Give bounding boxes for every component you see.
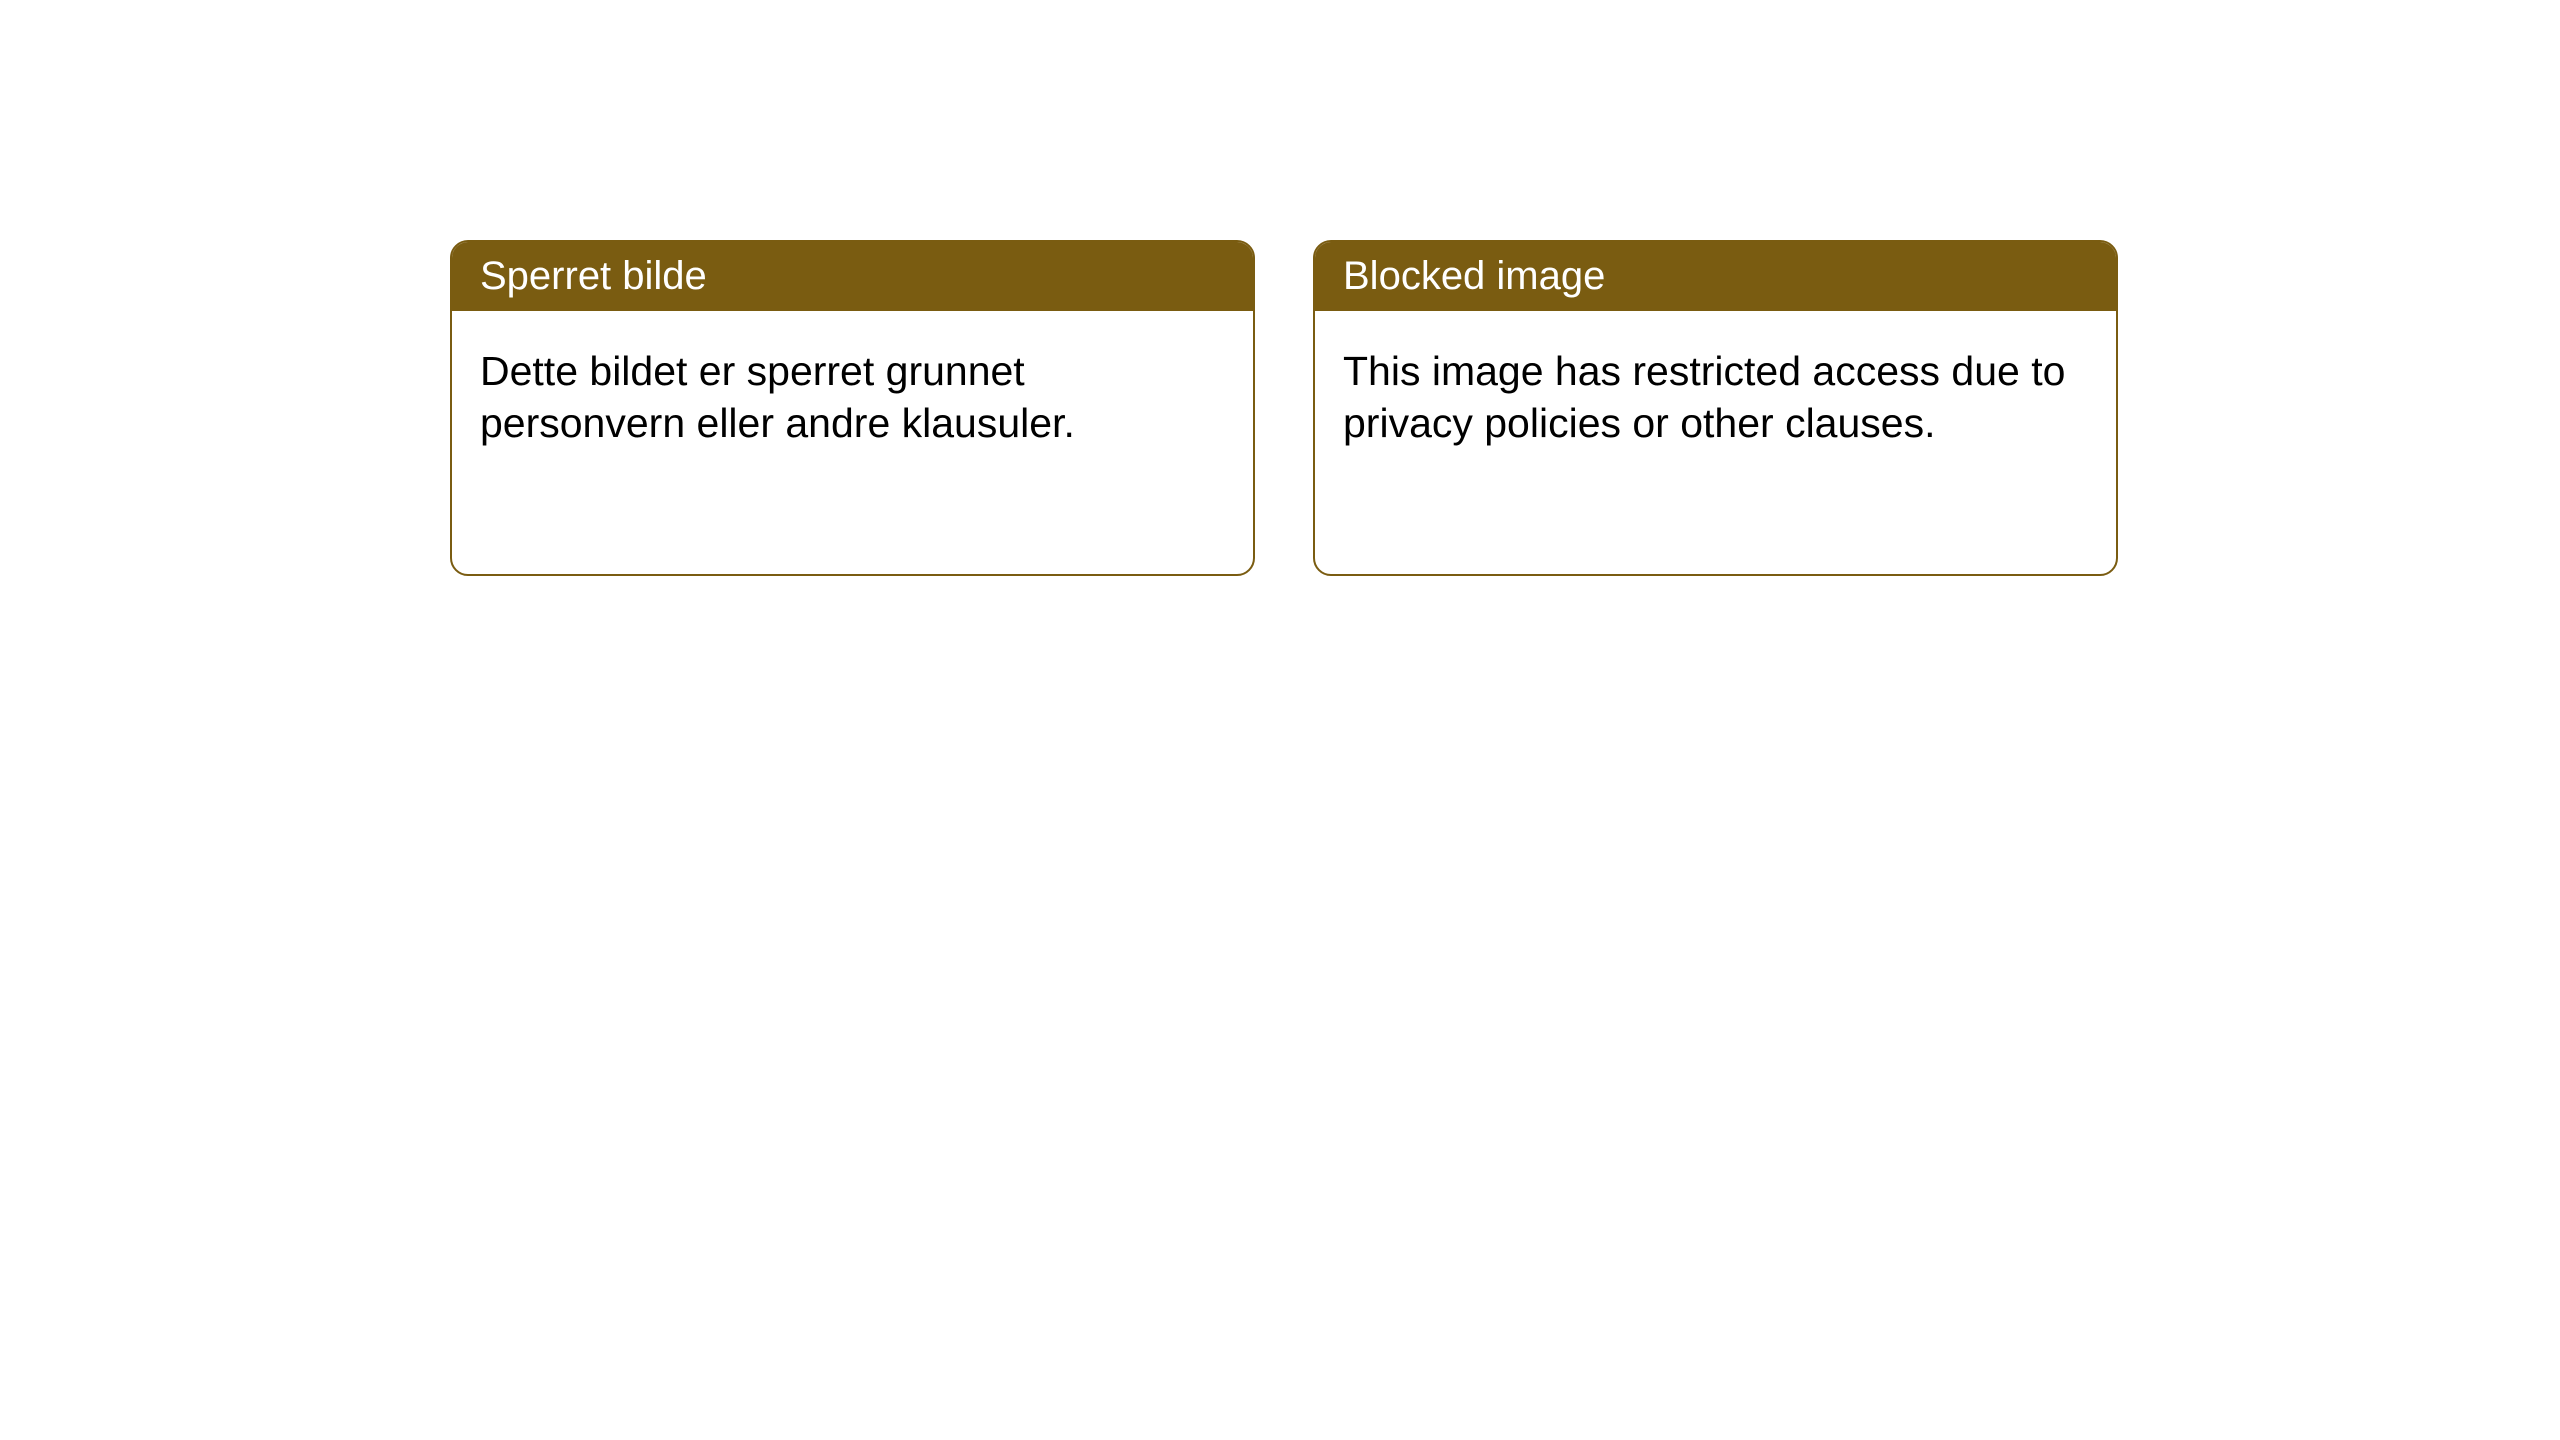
notice-card-norwegian: Sperret bilde Dette bildet er sperret gr… [450,240,1255,576]
notice-body: Dette bildet er sperret grunnet personve… [452,311,1253,484]
notice-body: This image has restricted access due to … [1315,311,2116,484]
notice-title: Blocked image [1343,254,1605,298]
notice-body-text: Dette bildet er sperret grunnet personve… [480,348,1075,446]
notice-body-text: This image has restricted access due to … [1343,348,2065,446]
notice-card-english: Blocked image This image has restricted … [1313,240,2118,576]
notice-container: Sperret bilde Dette bildet er sperret gr… [0,0,2560,576]
notice-header: Blocked image [1315,242,2116,311]
notice-title: Sperret bilde [480,254,707,298]
notice-header: Sperret bilde [452,242,1253,311]
